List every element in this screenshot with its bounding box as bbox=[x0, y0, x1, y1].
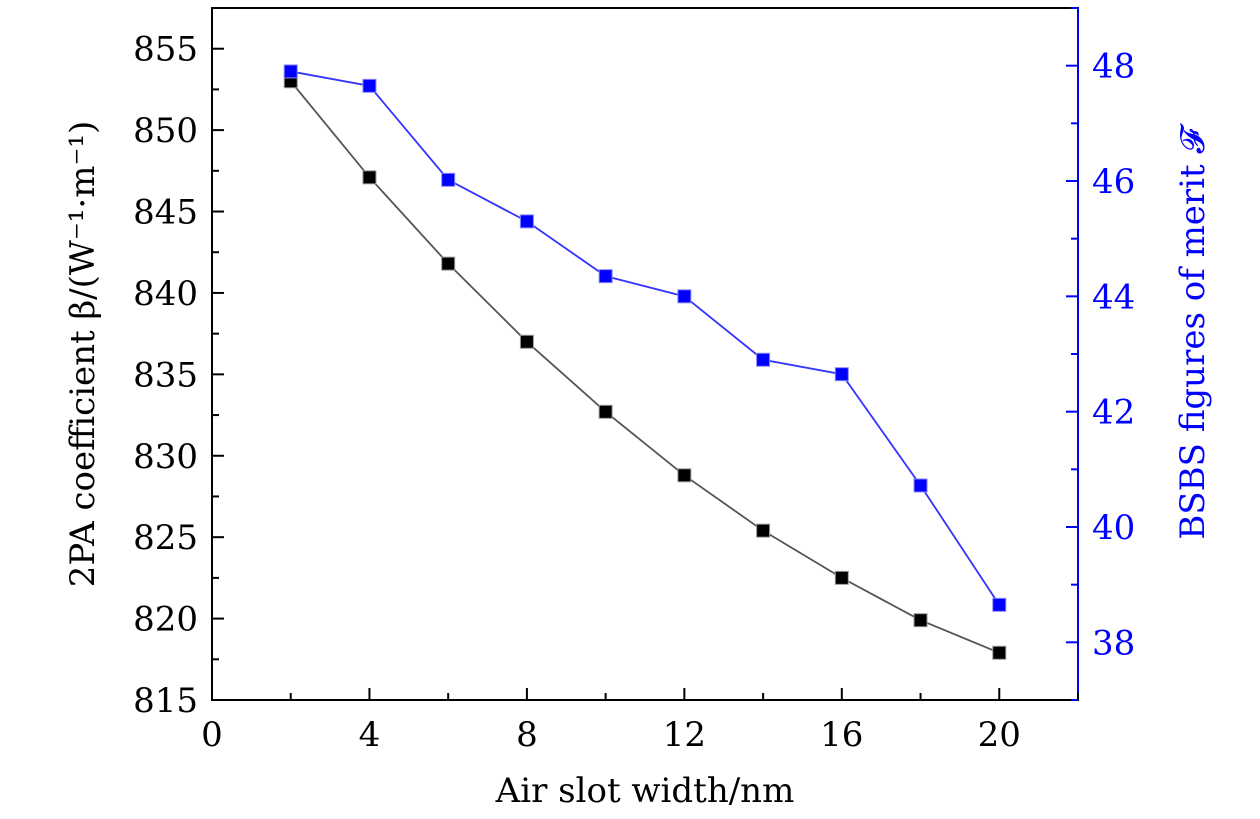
right-y-tick-label: 42 bbox=[1092, 393, 1135, 433]
data-point-right bbox=[519, 214, 534, 229]
data-point-right bbox=[677, 289, 692, 304]
x-tick-label: 16 bbox=[820, 715, 863, 755]
data-point-left bbox=[519, 334, 534, 349]
series-layer bbox=[283, 64, 1007, 660]
data-point-right bbox=[598, 269, 613, 284]
data-point-right bbox=[913, 478, 928, 493]
left-y-tick-label: 835 bbox=[133, 355, 198, 395]
right-y-tick-label: 44 bbox=[1092, 277, 1135, 317]
left-y-axis-title: 2PA coefficient β/(W⁻¹·m⁻¹) bbox=[63, 121, 103, 588]
right-y-tick-label: 40 bbox=[1092, 508, 1135, 548]
left-y-tick-label: 840 bbox=[133, 274, 198, 314]
x-tick-label: 20 bbox=[978, 715, 1021, 755]
data-point-left bbox=[441, 256, 456, 271]
left-y-tick-label: 825 bbox=[133, 518, 198, 558]
data-point-left bbox=[992, 645, 1007, 660]
data-point-right bbox=[283, 64, 298, 79]
data-point-left bbox=[677, 468, 692, 483]
right-y-tick-label: 48 bbox=[1092, 47, 1135, 87]
data-point-left bbox=[756, 523, 771, 538]
x-tick-label: 0 bbox=[201, 715, 223, 755]
left-y-tick-label: 855 bbox=[133, 30, 198, 70]
left-y-tick-label: 850 bbox=[133, 111, 198, 151]
series-line-right bbox=[290, 70, 1001, 606]
x-tick-label: 4 bbox=[359, 715, 381, 755]
series-line-left bbox=[290, 80, 1000, 654]
data-point-left bbox=[362, 170, 377, 185]
left-y-tick-label: 830 bbox=[133, 437, 198, 477]
x-tick-label: 8 bbox=[516, 715, 538, 755]
x-tick-label: 12 bbox=[663, 715, 706, 755]
right-y-axis-ticks: 38 40 42 44 46 48 bbox=[1066, 7, 1135, 701]
right-y-axis-title: BSBS figures of merit 𝓕 bbox=[1173, 122, 1213, 539]
data-point-right bbox=[992, 597, 1007, 612]
left-y-tick-label: 815 bbox=[133, 681, 198, 721]
right-y-tick-label: 46 bbox=[1092, 162, 1135, 202]
data-point-left bbox=[913, 613, 928, 628]
series-left bbox=[283, 74, 1007, 660]
left-y-axis-ticks: 815 820 825 830 835 840 845 850 855 bbox=[133, 7, 224, 721]
data-point-left bbox=[834, 570, 849, 585]
data-point-right bbox=[441, 172, 456, 187]
left-y-tick-label: 820 bbox=[133, 600, 198, 640]
data-point-right bbox=[756, 352, 771, 367]
data-point-right bbox=[362, 78, 377, 93]
right-y-tick-label: 38 bbox=[1092, 623, 1135, 663]
left-y-tick-label: 845 bbox=[133, 193, 198, 233]
data-point-left bbox=[598, 404, 613, 419]
series-right bbox=[283, 64, 1007, 612]
data-point-right bbox=[834, 367, 849, 382]
x-axis-title: Air slot width/nm bbox=[495, 771, 795, 811]
plot-frame bbox=[211, 7, 1079, 701]
x-axis-ticks: 0 4 8 12 16 20 bbox=[201, 688, 1079, 755]
